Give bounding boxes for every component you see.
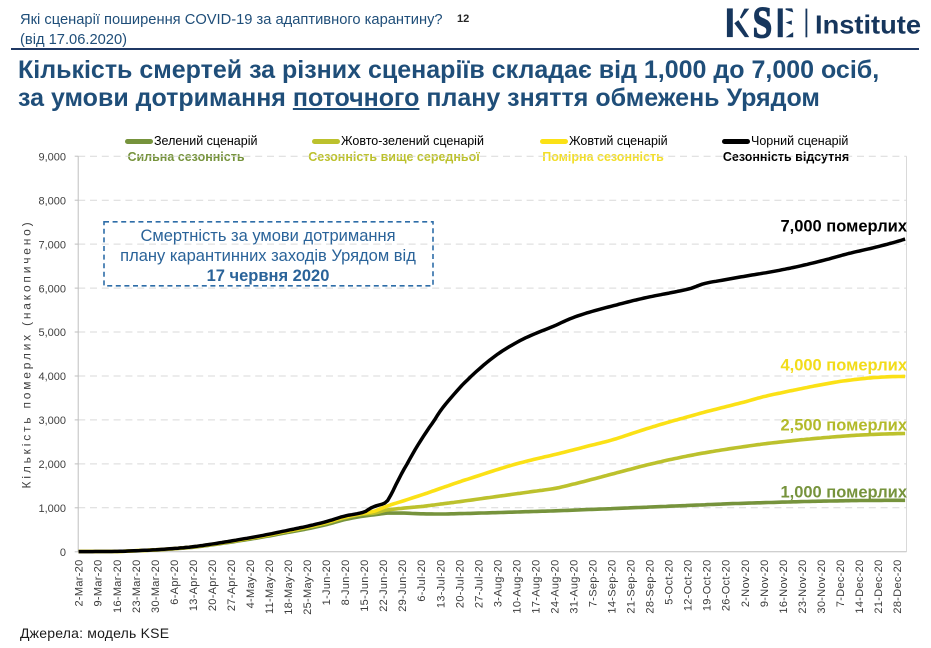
svg-text:16-Nov-20: 16-Nov-20 bbox=[778, 560, 790, 614]
svg-text:4,000: 4,000 bbox=[38, 371, 66, 383]
svg-text:9-Mar-20: 9-Mar-20 bbox=[93, 560, 105, 607]
svg-text:27-Apr-20: 27-Apr-20 bbox=[226, 560, 238, 612]
svg-text:5,000: 5,000 bbox=[38, 327, 66, 339]
svg-text:16-Mar-20: 16-Mar-20 bbox=[112, 560, 124, 613]
svg-text:24-Aug-20: 24-Aug-20 bbox=[550, 560, 562, 614]
svg-text:8-Jun-20: 8-Jun-20 bbox=[340, 560, 352, 606]
svg-text:21-Sep-20: 21-Sep-20 bbox=[626, 560, 638, 614]
svg-text:Institute: Institute bbox=[815, 10, 921, 40]
svg-text:28-Sep-20: 28-Sep-20 bbox=[645, 560, 657, 614]
svg-text:15-Jun-20: 15-Jun-20 bbox=[359, 560, 371, 612]
svg-text:17-Aug-20: 17-Aug-20 bbox=[530, 560, 542, 614]
svg-text:18-May-20: 18-May-20 bbox=[283, 560, 295, 615]
svg-text:S: S bbox=[753, 0, 773, 47]
svg-text:31-Aug-20: 31-Aug-20 bbox=[569, 560, 581, 614]
svg-text:27-Jul-20: 27-Jul-20 bbox=[473, 560, 485, 609]
svg-text:6-Jul-20: 6-Jul-20 bbox=[416, 560, 428, 602]
svg-text:9-Nov-20: 9-Nov-20 bbox=[759, 560, 771, 608]
svg-text:4-May-20: 4-May-20 bbox=[245, 560, 257, 609]
svg-text:5-Oct-20: 5-Oct-20 bbox=[664, 560, 676, 605]
svg-text:26-Oct-20: 26-Oct-20 bbox=[721, 560, 733, 612]
svg-text:28-Dec-20: 28-Dec-20 bbox=[892, 560, 904, 614]
svg-text:3-Aug-20: 3-Aug-20 bbox=[492, 560, 504, 608]
svg-text:1-Jun-20: 1-Jun-20 bbox=[321, 560, 333, 606]
svg-text:2,000: 2,000 bbox=[38, 459, 66, 471]
svg-text:14-Dec-20: 14-Dec-20 bbox=[854, 560, 866, 614]
svg-text:29-Jun-20: 29-Jun-20 bbox=[397, 560, 409, 612]
svg-text:20-Jul-20: 20-Jul-20 bbox=[454, 560, 466, 609]
svg-text:30-Nov-20: 30-Nov-20 bbox=[816, 560, 828, 614]
svg-text:7,000 померлих: 7,000 померлих bbox=[780, 218, 907, 236]
svg-text:23-Nov-20: 23-Nov-20 bbox=[797, 560, 809, 614]
svg-text:25-May-20: 25-May-20 bbox=[302, 560, 314, 615]
svg-text:6-Apr-20: 6-Apr-20 bbox=[169, 560, 181, 605]
svg-text:11-May-20: 11-May-20 bbox=[264, 560, 276, 614]
svg-text:12-Oct-20: 12-Oct-20 bbox=[683, 560, 695, 612]
svg-text:1,000: 1,000 bbox=[38, 503, 66, 515]
svg-text:6,000: 6,000 bbox=[38, 283, 66, 295]
svg-text:4,000 померлих: 4,000 померлих bbox=[780, 357, 907, 375]
svg-text:3,000: 3,000 bbox=[38, 415, 66, 427]
svg-text:23-Mar-20: 23-Mar-20 bbox=[131, 560, 143, 613]
svg-text:8,000: 8,000 bbox=[38, 195, 66, 207]
svg-text:20-Apr-20: 20-Apr-20 bbox=[207, 560, 219, 612]
svg-text:13-Apr-20: 13-Apr-20 bbox=[188, 560, 200, 612]
svg-text:Кількість померлих (накопичено: Кількість померлих (накопичено) bbox=[20, 220, 34, 489]
svg-text:2-Mar-20: 2-Mar-20 bbox=[74, 560, 86, 607]
svg-text:2,500 померлих: 2,500 померлих bbox=[780, 417, 907, 435]
svg-text:21-Dec-20: 21-Dec-20 bbox=[873, 560, 885, 614]
svg-text:19-Oct-20: 19-Oct-20 bbox=[702, 560, 714, 612]
svg-text:10-Aug-20: 10-Aug-20 bbox=[511, 560, 523, 614]
svg-text:7,000: 7,000 bbox=[38, 239, 66, 251]
svg-text:14-Sep-20: 14-Sep-20 bbox=[607, 560, 619, 614]
svg-text:7-Dec-20: 7-Dec-20 bbox=[835, 560, 847, 608]
svg-text:9,000: 9,000 bbox=[38, 151, 66, 163]
svg-text:13-Jul-20: 13-Jul-20 bbox=[435, 560, 447, 609]
svg-text:30-Mar-20: 30-Mar-20 bbox=[150, 560, 162, 613]
svg-text:0: 0 bbox=[60, 547, 66, 559]
svg-text:7-Sep-20: 7-Sep-20 bbox=[588, 560, 600, 608]
svg-text:2-Nov-20: 2-Nov-20 bbox=[740, 560, 752, 608]
svg-text:1,000 померлих: 1,000 померлих bbox=[780, 484, 907, 502]
svg-text:22-Jun-20: 22-Jun-20 bbox=[378, 560, 390, 612]
